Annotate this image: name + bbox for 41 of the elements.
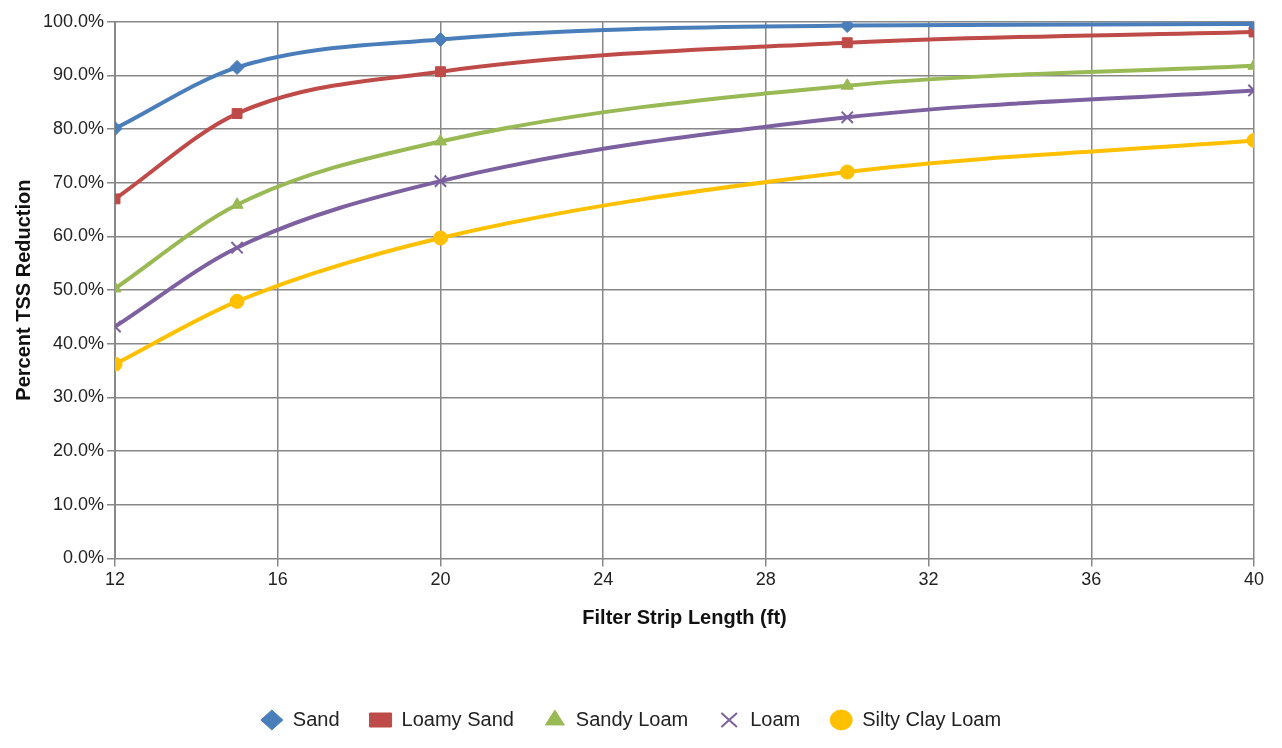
x-tick-label: 28	[755, 569, 776, 590]
x-tick-label: 32	[918, 569, 939, 590]
x-tick-label: 20	[430, 569, 451, 590]
y-tick-label: 60.0%	[53, 225, 105, 246]
legend-label: Loamy Sand	[401, 707, 514, 730]
point	[231, 108, 243, 120]
y-tick-label: 30.0%	[53, 386, 105, 407]
y-tick-label: 0.0%	[63, 547, 105, 568]
point	[839, 21, 855, 34]
point	[433, 133, 448, 146]
point	[841, 37, 853, 49]
point	[433, 174, 448, 188]
x-tick-label: 12	[105, 569, 126, 590]
point	[840, 110, 854, 124]
point	[432, 230, 448, 246]
point	[435, 66, 446, 78]
point	[840, 78, 854, 90]
y-tick-label: 70.0%	[53, 171, 105, 192]
x-tick-label: 40	[1243, 569, 1265, 590]
point	[229, 59, 245, 75]
point	[230, 197, 244, 209]
x-axis-title: Filter Strip Length (ft)	[582, 605, 787, 628]
point	[230, 241, 244, 255]
y-tick-label: 80.0%	[53, 118, 105, 139]
point	[839, 164, 855, 180]
legend-label: Sandy Loam	[575, 707, 689, 730]
legend-label: Sand	[292, 707, 340, 730]
y-tick-label: 100.0%	[42, 10, 105, 31]
y-tick-label: 40.0%	[53, 332, 105, 353]
y-axis-title: Percent TSS Reduction	[11, 179, 34, 401]
point	[432, 32, 448, 48]
y-tick-label: 20.0%	[53, 440, 105, 461]
point	[229, 293, 245, 309]
y-tick-label: 50.0%	[53, 279, 105, 300]
legend-label: Loam	[750, 707, 801, 730]
legend-label: Silty Clay Loam	[862, 707, 1002, 730]
x-tick-label: 36	[1081, 569, 1102, 590]
y-tick-label: 90.0%	[53, 64, 105, 85]
x-tick-label: 24	[593, 569, 614, 590]
y-tick-label: 10.0%	[53, 493, 105, 514]
x-tick-label: 16	[267, 569, 288, 590]
